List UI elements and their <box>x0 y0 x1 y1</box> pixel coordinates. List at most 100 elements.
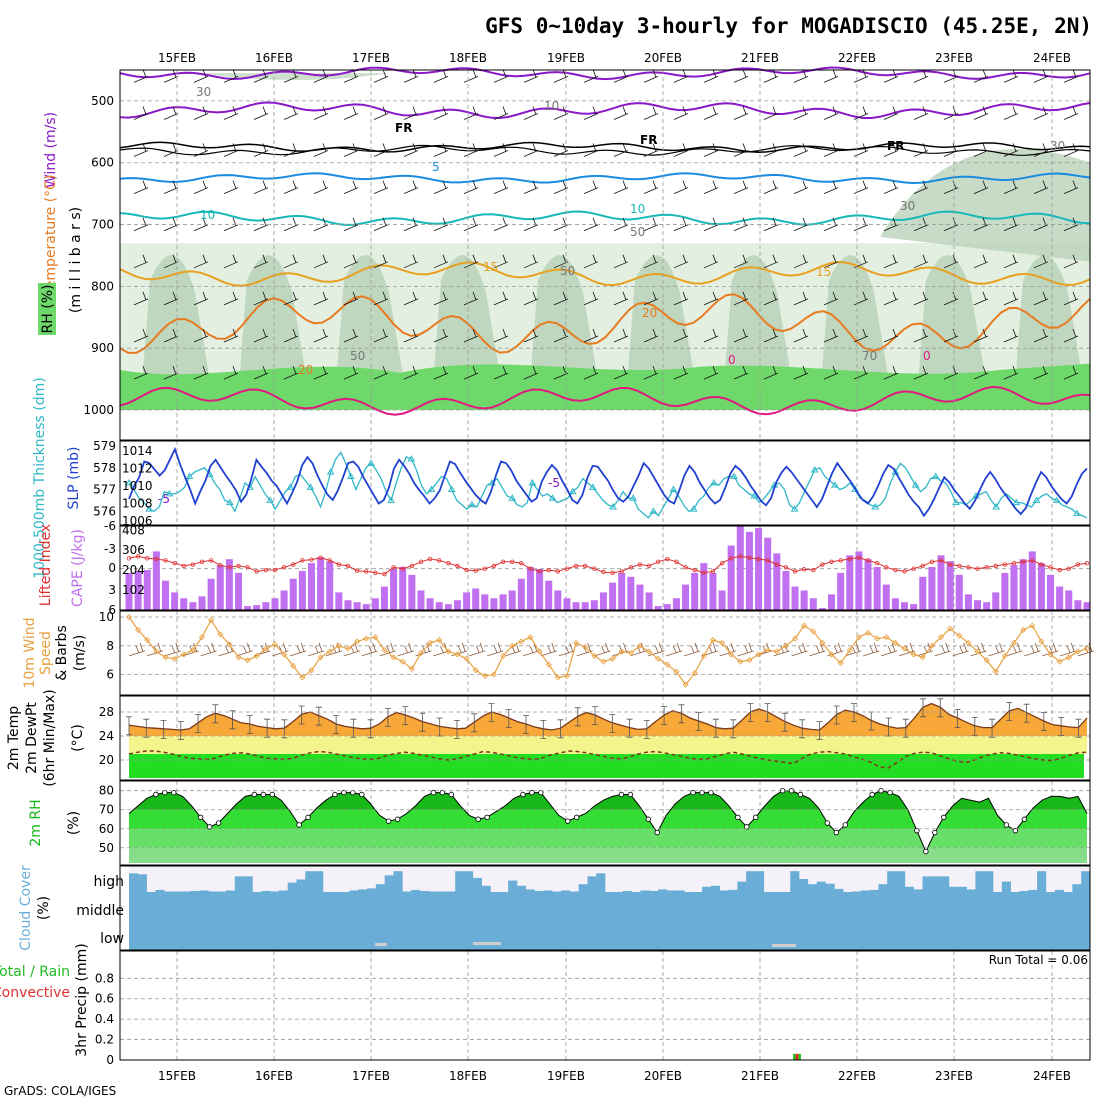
wind-barb <box>522 642 540 657</box>
precip-convective-bar <box>795 1053 799 1060</box>
wind-barb <box>223 143 239 157</box>
cloud-high-bar <box>508 880 518 892</box>
cape-bar <box>663 604 671 610</box>
wind-barb <box>583 217 599 232</box>
wind-speed-marker <box>326 648 333 655</box>
thickness-marker <box>427 485 436 493</box>
lifted-index-marker <box>774 562 779 567</box>
temp-minmax-whisker <box>643 720 650 739</box>
cape-bar <box>152 551 160 610</box>
wind-speed-marker <box>372 634 379 641</box>
thickness-tick-label: 579 <box>93 439 116 453</box>
lifted-index-marker <box>564 566 570 571</box>
wind-barb <box>236 642 253 657</box>
lifted-index-marker <box>783 565 789 570</box>
wind-barb <box>970 642 987 657</box>
wind-barb <box>853 254 869 269</box>
contour-label: FR <box>640 133 657 147</box>
slp-tick-label: 1008 <box>122 497 153 511</box>
footer-credit: GrADS: COLA/IGES <box>4 1084 116 1098</box>
cape-bar <box>846 555 854 610</box>
wind-barb <box>883 69 899 83</box>
cape-bar <box>125 572 133 610</box>
lifted-index-marker <box>1011 560 1017 566</box>
cape-bar <box>216 565 224 610</box>
wind-speed-line <box>128 616 1088 686</box>
wind-axis-label-2: Speed <box>38 631 54 675</box>
lifted-index-marker <box>163 558 168 563</box>
lifted-index-marker <box>811 567 816 573</box>
thickness-marker <box>346 472 355 479</box>
lifted-index-marker <box>135 554 141 559</box>
cape-bar <box>581 602 589 610</box>
wind-barb <box>763 291 779 306</box>
contour-label: 30 <box>196 85 211 99</box>
thickness-marker <box>306 483 315 490</box>
wind-barb <box>613 254 629 269</box>
cloud-high-bar <box>164 891 174 892</box>
wind-speed-marker <box>208 616 215 623</box>
thickness-marker <box>750 492 759 499</box>
thickness-marker <box>568 487 577 495</box>
lifted-index-marker <box>1084 560 1090 566</box>
wind-barb <box>373 291 389 306</box>
wind-barb <box>523 328 539 343</box>
thickness-marker <box>911 481 920 488</box>
cloud-high-bar <box>129 873 139 892</box>
wind-barb <box>283 180 299 195</box>
wind-barb <box>469 642 486 657</box>
wind-barb <box>343 254 359 269</box>
temp-minmax-whisker <box>609 714 616 733</box>
date-label-bottom: 19FEB <box>547 1069 585 1083</box>
date-label-bottom: 21FEB <box>741 1069 779 1083</box>
pressure-tick-label: 700 <box>91 218 114 232</box>
wind-barb <box>643 106 659 120</box>
date-label-top: 21FEB <box>741 51 779 65</box>
lifted-index-marker <box>847 556 852 562</box>
cape-bar <box>143 569 151 610</box>
wind-barb <box>916 642 934 657</box>
lifted-index-marker <box>345 563 351 569</box>
wind-barb <box>823 106 839 120</box>
wind-barb <box>583 143 599 157</box>
cape-bar <box>800 590 808 610</box>
contour-label: 30 <box>1050 139 1065 153</box>
lifted-index-marker <box>665 556 670 562</box>
wind-barb <box>200 642 217 657</box>
wind-barb <box>433 143 449 157</box>
pressure-tick-label: 900 <box>91 341 114 355</box>
wind-speed-marker <box>919 654 926 661</box>
lifted-index-marker <box>610 570 615 575</box>
wind-barb <box>673 180 689 195</box>
wind-barb <box>1003 180 1019 195</box>
cape-bar <box>645 592 653 610</box>
wind-barb <box>523 291 539 306</box>
date-label-top: 22FEB <box>838 51 876 65</box>
rh-marker <box>753 814 759 821</box>
cape-bar <box>362 604 370 610</box>
temp-minmax-whisker <box>264 718 271 738</box>
wind-barb <box>553 143 569 157</box>
wind-barb <box>853 180 869 195</box>
cape-bar <box>828 594 836 610</box>
profile-frame <box>119 69 1091 441</box>
wind-speed-marker <box>947 625 954 632</box>
cape-bar <box>873 567 881 610</box>
lifted-index-marker <box>884 565 889 570</box>
contour-label: 20 <box>298 363 313 377</box>
rh-shade-upper <box>880 148 1090 262</box>
cloud-low-bar <box>473 942 501 945</box>
wind-barb <box>1003 328 1019 343</box>
rh-band <box>129 828 1087 848</box>
wind-speed-marker <box>244 657 251 664</box>
wind-barb <box>703 291 719 306</box>
wind-barb <box>493 143 509 157</box>
thickness-marker <box>790 505 799 512</box>
cape-bar <box>855 551 863 610</box>
lifted-index-marker <box>902 569 907 574</box>
wind-barb <box>913 328 929 343</box>
wind-speed-marker <box>509 642 516 649</box>
cloud-high-bar <box>287 882 297 892</box>
wind-speed-marker <box>1010 639 1018 646</box>
cloud-high-bar <box>896 871 906 892</box>
